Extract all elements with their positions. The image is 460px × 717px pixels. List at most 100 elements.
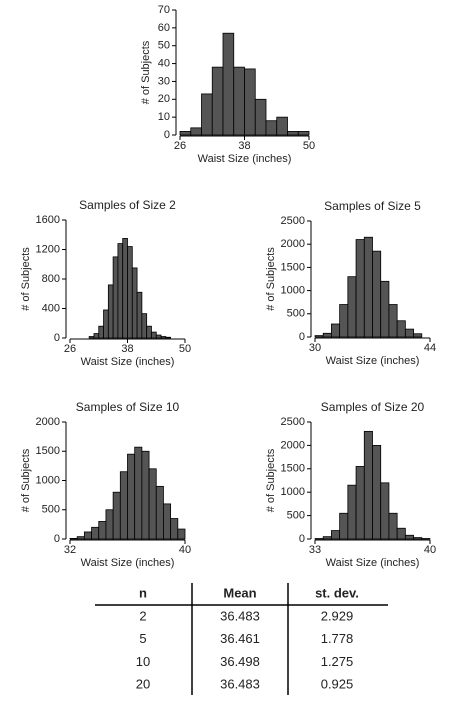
x-tick-label: 38 — [121, 343, 133, 355]
bar — [122, 238, 128, 339]
table-cell: 2.929 — [321, 608, 354, 623]
x-tick-label: 33 — [309, 544, 321, 556]
table-cell: 36.461 — [220, 631, 260, 646]
y-tick-label: 800 — [42, 273, 60, 285]
y-tick-label: 2000 — [281, 439, 305, 451]
table-cell: 0.925 — [321, 677, 354, 692]
bar — [404, 328, 414, 338]
bar — [155, 334, 162, 339]
chart-title: Samples of Size 5 — [324, 199, 421, 213]
y-tick-label: 1200 — [36, 243, 60, 255]
y-tick-label: 1000 — [281, 285, 305, 297]
bar — [363, 236, 373, 338]
bar — [190, 127, 202, 136]
bar — [413, 537, 423, 540]
y-axis-label: # of Subjects — [265, 448, 277, 512]
bar — [339, 304, 349, 338]
bar — [160, 336, 167, 339]
table-cell: 20 — [136, 677, 150, 692]
bar — [131, 267, 138, 339]
bar — [127, 246, 133, 339]
bar — [380, 280, 390, 338]
bar — [265, 120, 278, 136]
bar — [146, 325, 152, 339]
bar — [331, 323, 341, 338]
y-tick-label: 0 — [299, 533, 305, 545]
table-cell: 36.498 — [220, 654, 260, 669]
bar — [322, 536, 332, 540]
bar — [254, 98, 267, 136]
y-tick-label: 2000 — [281, 238, 305, 250]
x-tick-label: 38 — [238, 140, 250, 152]
table-cell: 2 — [139, 608, 146, 623]
table-cell: 36.483 — [220, 608, 260, 623]
bar — [314, 335, 324, 338]
y-tick-label: 1000 — [281, 486, 305, 498]
bar — [244, 68, 256, 136]
bar — [396, 320, 406, 338]
chart-title: Samples of Size 2 — [79, 198, 176, 212]
bar — [380, 482, 390, 540]
x-tick-label: 32 — [64, 544, 76, 556]
bar — [117, 243, 124, 339]
x-tick-label: 40 — [179, 544, 191, 556]
y-tick-label: 500 — [42, 504, 60, 516]
bar — [98, 521, 107, 540]
bar — [88, 336, 95, 339]
x-axis-label: Waist Size (inches) — [326, 355, 420, 367]
bar — [322, 332, 332, 338]
bar — [396, 527, 406, 540]
bar — [372, 250, 382, 338]
x-axis-label: Waist Size (inches) — [81, 356, 175, 368]
bar — [177, 528, 186, 540]
table-cell: 5 — [139, 631, 146, 646]
bar — [141, 450, 150, 540]
x-axis-label: Waist Size (inches) — [198, 153, 292, 165]
table-header: st. dev. — [315, 585, 359, 600]
y-tick-label: 1600 — [36, 214, 60, 226]
bar — [339, 512, 349, 540]
table-cell: 1.275 — [321, 654, 354, 669]
bar — [93, 333, 100, 339]
bar — [170, 518, 179, 540]
x-tick-label: 26 — [64, 343, 76, 355]
x-axis-label: Waist Size (inches) — [326, 557, 420, 569]
y-tick-label: 400 — [42, 302, 60, 314]
bar — [91, 526, 100, 540]
bar — [372, 444, 382, 540]
bar — [107, 284, 114, 339]
y-tick-label: 500 — [287, 510, 305, 522]
bar — [83, 531, 92, 540]
y-tick-label: 0 — [164, 129, 170, 141]
y-tick-label: 20 — [158, 93, 170, 105]
y-tick-label: 2500 — [281, 416, 305, 428]
bar — [155, 485, 164, 540]
bar — [297, 131, 310, 136]
y-tick-label: 1500 — [36, 445, 60, 457]
bar — [163, 503, 172, 540]
bar — [151, 331, 157, 339]
y-axis-label: # of Subjects — [265, 247, 277, 311]
bar — [413, 333, 423, 338]
bar — [112, 491, 121, 540]
y-axis-label: # of Subjects — [20, 247, 32, 311]
bar — [103, 309, 109, 339]
table-header: Mean — [223, 585, 256, 600]
bar — [69, 538, 78, 540]
y-tick-label: 50 — [158, 40, 170, 52]
bar — [347, 484, 357, 540]
bar — [148, 468, 157, 540]
bar — [112, 256, 119, 339]
y-tick-label: 70 — [158, 4, 170, 16]
bar — [233, 66, 245, 136]
bar — [134, 446, 143, 540]
bar — [165, 336, 172, 339]
x-tick-label: 50 — [179, 343, 191, 355]
bar — [404, 534, 414, 540]
bar — [105, 509, 114, 540]
y-tick-label: 10 — [158, 111, 170, 123]
y-tick-label: 500 — [287, 308, 305, 320]
x-axis-label: Waist Size (inches) — [81, 557, 175, 569]
chart-title: Samples of Size 20 — [321, 400, 425, 414]
